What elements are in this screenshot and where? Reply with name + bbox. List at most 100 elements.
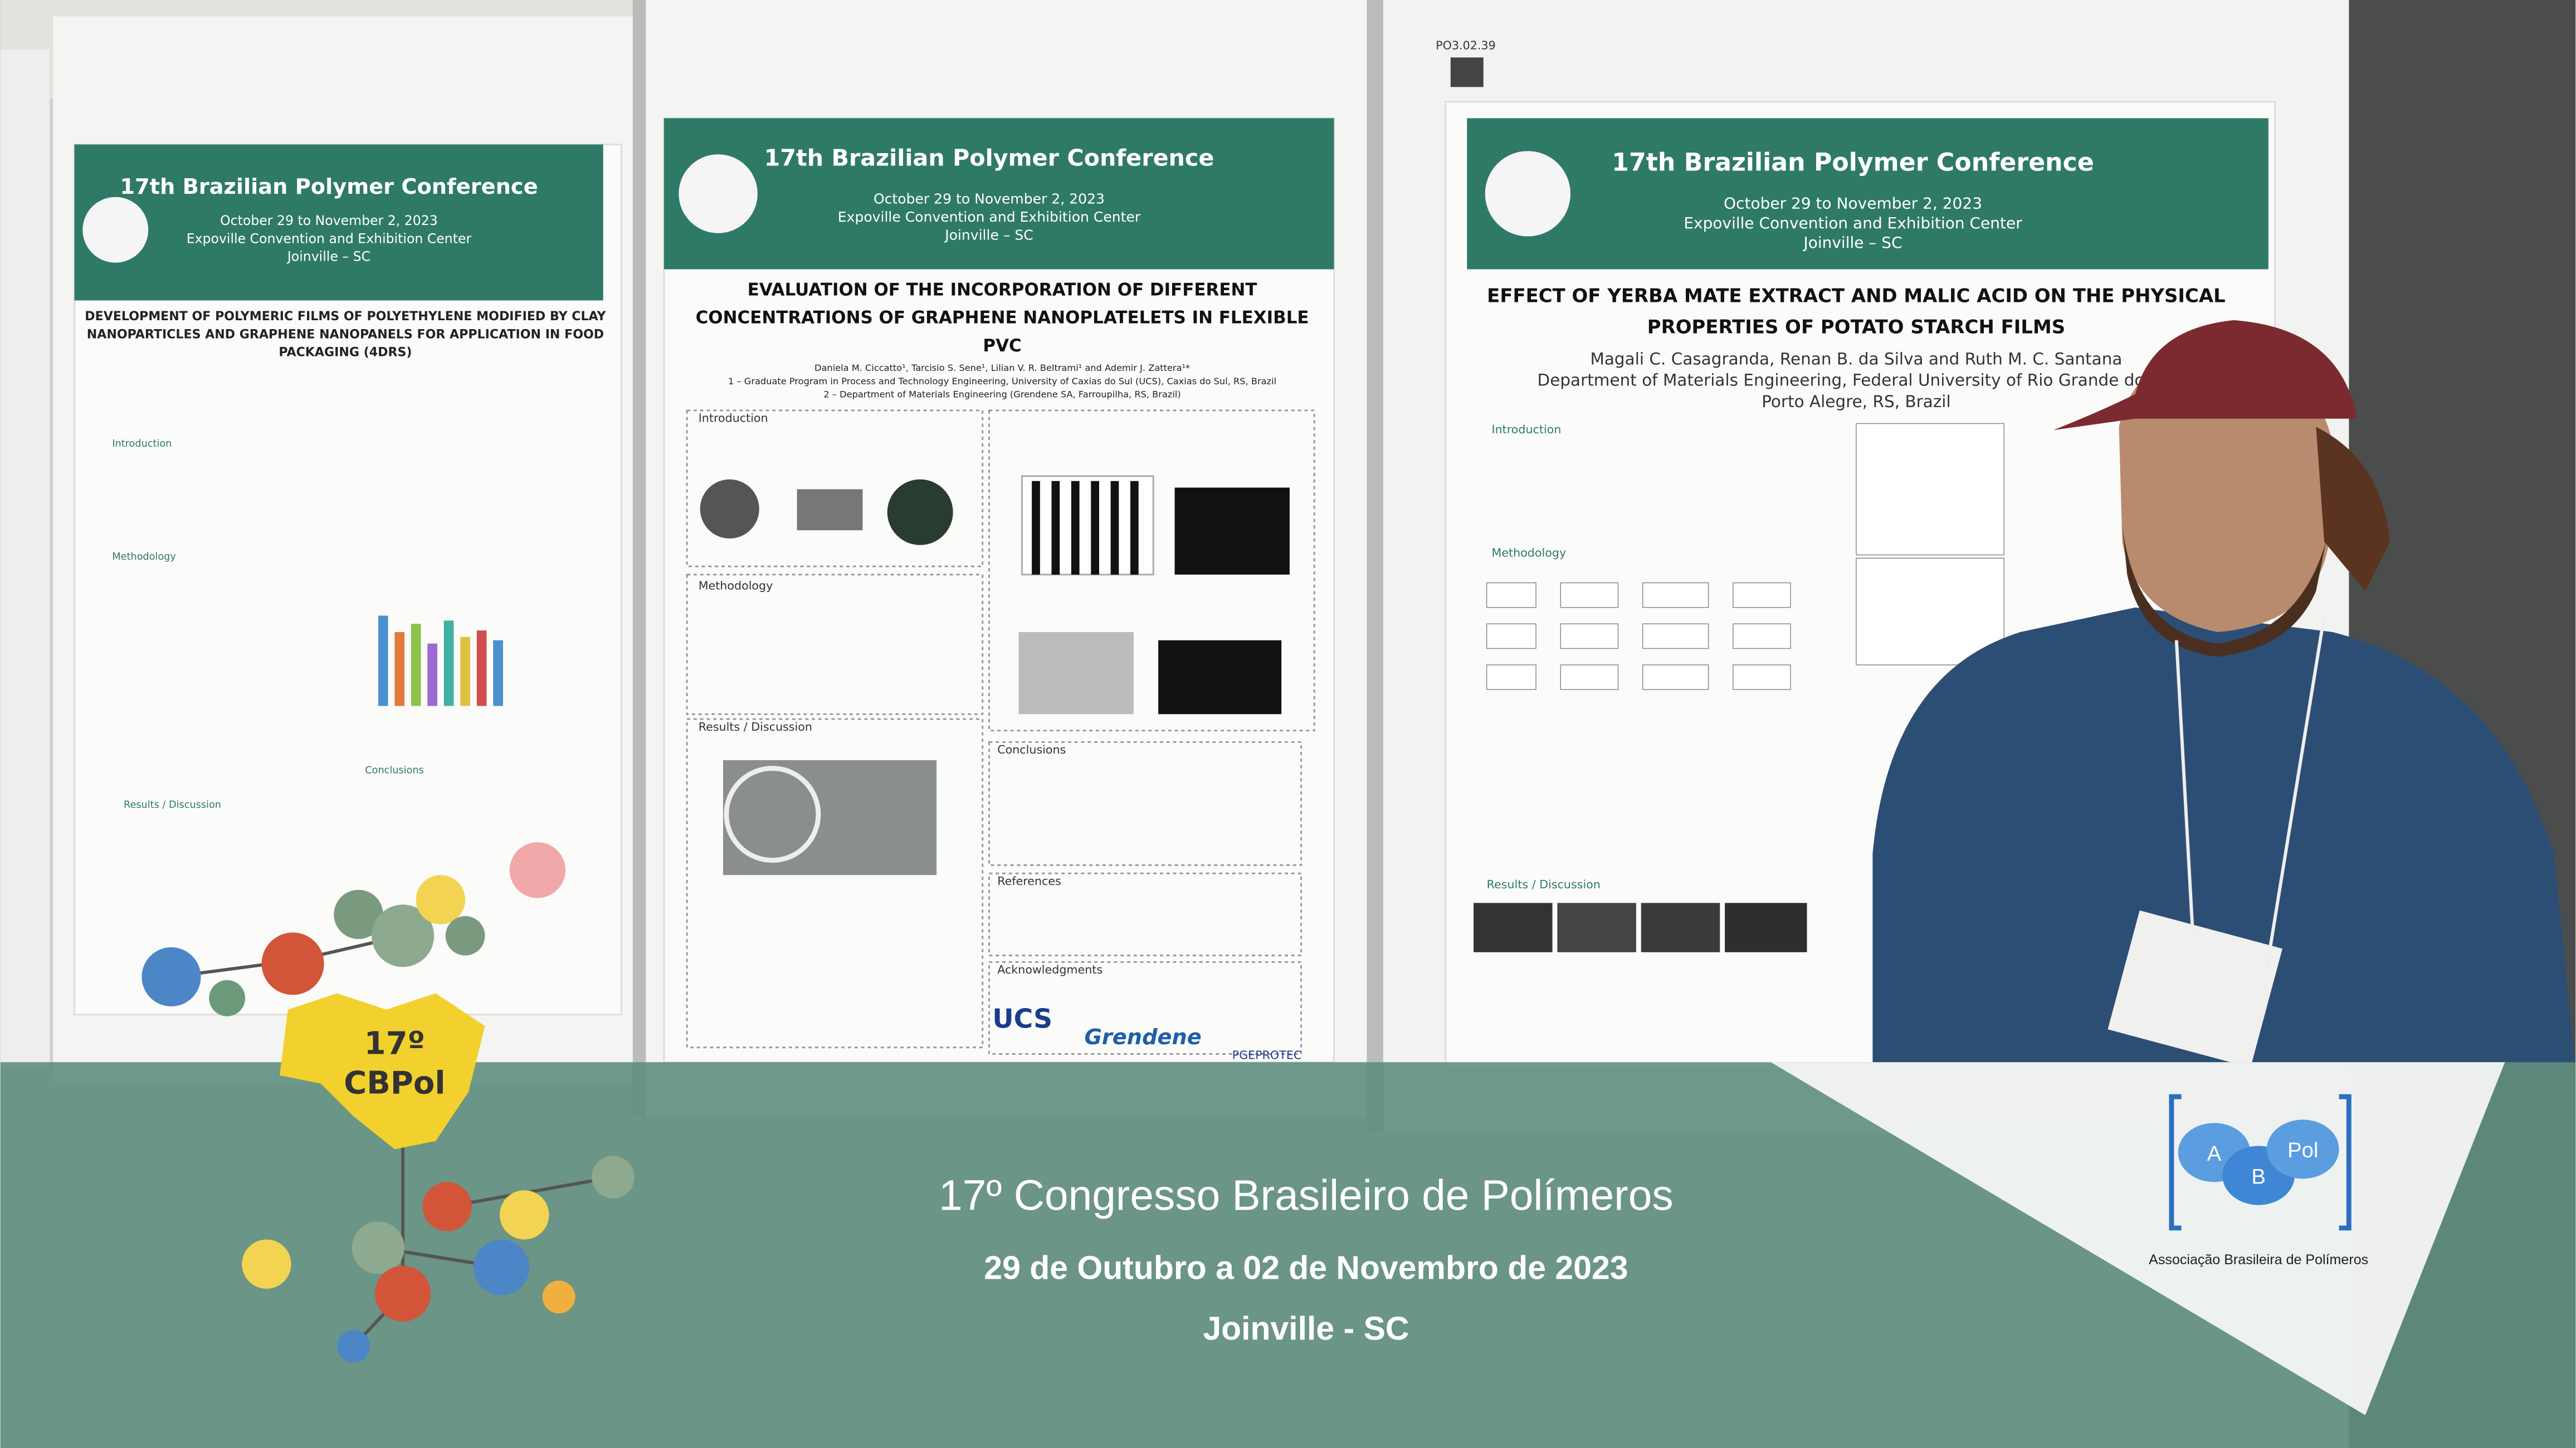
poster-part xyxy=(82,197,149,263)
cbpol-logo: 17º CBPol xyxy=(142,842,635,1363)
poster-affiliation: 2 – Department of Materials Engineering … xyxy=(823,389,1180,399)
cbpol-logo-part xyxy=(261,932,324,995)
poster-figure xyxy=(1486,423,2004,690)
qr-code xyxy=(1450,57,1484,87)
poster-figure-part xyxy=(1560,664,1619,690)
conference-city: Joinville – SC xyxy=(286,249,370,265)
cbpol-logo-part xyxy=(209,980,246,1016)
poster-photo-part xyxy=(1474,903,1553,952)
cbpol-logo-part xyxy=(337,1329,370,1363)
cbpol-logo-part xyxy=(374,1265,431,1322)
cbpol-logo-part xyxy=(242,1239,291,1289)
conference-city: Joinville – SC xyxy=(944,227,1033,243)
poster-affiliation: Department of Materials Engineering, Fed… xyxy=(1538,371,2175,390)
poster-part xyxy=(679,154,758,233)
section-heading: Conclusions xyxy=(365,765,424,776)
poster-figure-part xyxy=(1051,481,1060,575)
poster-figure-part xyxy=(1642,623,1709,649)
panel-part xyxy=(0,49,50,1068)
poster-figure-part xyxy=(1110,481,1119,575)
poster-box xyxy=(686,409,1315,1055)
panel-part xyxy=(632,0,646,1117)
conference-name: 17th Brazilian Polymer Conference xyxy=(764,145,1214,172)
poster-box-part xyxy=(686,409,984,568)
poster-figure-part xyxy=(700,479,759,539)
cbpol-logo-part xyxy=(509,842,565,898)
cbpol-logo-text: 17º xyxy=(364,1026,426,1062)
sponsor-logo: UCS xyxy=(992,1004,1052,1034)
abpol-logo-part xyxy=(2266,1119,2339,1179)
person-part xyxy=(2316,427,2390,591)
section-heading: Acknowledgments xyxy=(997,963,1102,976)
poster-figure-part xyxy=(724,766,821,863)
cbpol-logo-part xyxy=(592,1156,635,1198)
sponsor-logo: Grendene xyxy=(1084,1025,1201,1050)
poster-authors: Magali C. Casagranda, Renan B. da Silva … xyxy=(1590,349,2122,368)
poster-authors: Daniela M. Ciccatto¹, Tarcisio S. Sene¹,… xyxy=(814,363,1190,373)
poster-figure-part xyxy=(1560,623,1619,649)
poster-title: DEVELOPMENT OF POLYMERIC FILMS OF POLYET… xyxy=(85,309,606,324)
section-heading: Results / Discussion xyxy=(699,720,812,733)
poster-title: PROPERTIES OF POTATO STARCH FILMS xyxy=(1647,316,2065,337)
cbpol-logo-part xyxy=(280,993,485,1149)
conference-dates: October 29 to November 2, 2023 xyxy=(1724,194,1982,212)
poster-photo xyxy=(1474,903,1807,952)
conference-city: Joinville – SC xyxy=(1802,233,1902,252)
section-heading: References xyxy=(997,874,1061,888)
conference-dates: October 29 to November 2, 2023 xyxy=(220,213,438,228)
conference-name: 17th Brazilian Polymer Conference xyxy=(1612,149,2094,177)
cbpol-logo-text: CBPol xyxy=(344,1065,446,1101)
poster-box-part xyxy=(988,961,1302,1055)
poster-part xyxy=(1467,118,2268,270)
person-part xyxy=(2053,320,2358,431)
poster-affiliation: Porto Alegre, RS, Brazil xyxy=(1762,392,1950,411)
cbpol-logo-part xyxy=(500,1190,549,1240)
poster: 17th Brazilian Polymer Conference Octobe… xyxy=(663,117,1335,1063)
person-part xyxy=(2119,353,2333,632)
poster-title: PACKAGING (4DRS) xyxy=(279,345,412,360)
event-name: 17º Congresso Brasileiro de Polímeros xyxy=(939,1172,1673,1220)
section-heading: Methodology xyxy=(699,579,773,592)
poster-title: EFFECT OF YERBA MATE EXTRACT AND MALIC A… xyxy=(1487,285,2226,306)
cbpol-logo-part xyxy=(542,1280,575,1314)
poster-figure-part xyxy=(443,620,454,706)
poster-photo-part xyxy=(1725,903,1807,952)
cbpol-logo-part xyxy=(372,904,435,967)
poster-figure xyxy=(378,615,503,706)
person-part xyxy=(2122,525,2326,657)
cbpol-logo-part xyxy=(473,1239,530,1295)
abpol-logo: A B Pol Associação Brasileira de Polímer… xyxy=(2149,1094,2368,1268)
poster-figure-part xyxy=(1733,582,1791,608)
poster-figure xyxy=(700,475,1290,875)
poster-figure-part xyxy=(378,615,388,706)
section-heading: Conclusions xyxy=(997,743,1066,756)
poster-figure-part xyxy=(1642,582,1709,608)
poster-part xyxy=(1485,151,1571,237)
poster-code: PO3.02.39 xyxy=(1436,38,1495,52)
conference-venue: Expoville Convention and Exhibition Cent… xyxy=(1684,214,2022,232)
poster-figure-part xyxy=(1486,664,1536,690)
person-part xyxy=(2174,615,2326,969)
poster-figure-part xyxy=(1856,557,2004,666)
badge xyxy=(2107,910,2282,1068)
section-heading: Methodology xyxy=(1492,546,1567,559)
panel-part xyxy=(1367,0,1383,1133)
sponsor-logo: PGEPROTEC xyxy=(1232,1048,1302,1061)
poster-title: NANOPARTICLES AND GRAPHENE NANOPANELS FO… xyxy=(87,327,604,341)
cbpol-logo-part xyxy=(352,1221,405,1274)
association-name: Associação Brasileira de Polímeros xyxy=(2149,1252,2368,1268)
poster-photo-part xyxy=(1557,903,1636,952)
person-part xyxy=(1872,607,2576,1068)
poster-figure-part xyxy=(1174,487,1290,575)
poster-figure-part xyxy=(1130,481,1139,575)
poster-figure-part xyxy=(797,489,863,531)
poster-figure-part xyxy=(1158,640,1282,715)
section-heading: Introduction xyxy=(1492,423,1562,436)
conference-dates: October 29 to November 2, 2023 xyxy=(874,191,1105,207)
poster-figure-part xyxy=(1733,623,1791,649)
poster-figure-part xyxy=(394,632,405,706)
cbpol-logo-part xyxy=(142,947,201,1007)
poster-figure-part xyxy=(1071,481,1080,575)
poster-figure-part xyxy=(1560,582,1619,608)
conference-name: 17th Brazilian Polymer Conference xyxy=(120,174,538,199)
